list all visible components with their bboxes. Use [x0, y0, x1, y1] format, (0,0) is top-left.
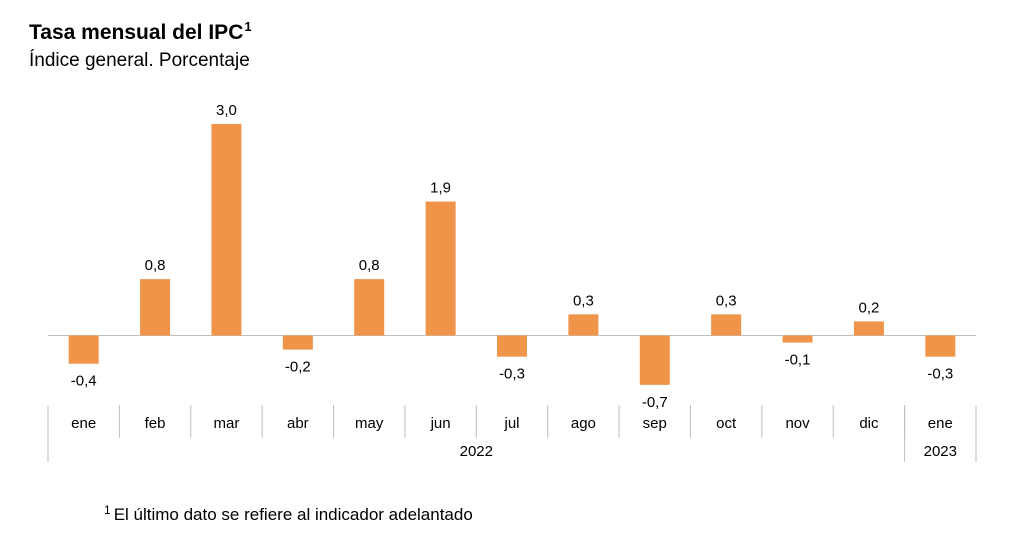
x-tick-label: nov — [785, 415, 810, 432]
x-tick-label: feb — [145, 415, 166, 432]
x-tick-label: may — [355, 415, 384, 432]
x-tick-label: sep — [643, 415, 667, 432]
title-footnote-mark: 1 — [244, 19, 252, 34]
chart-title: Tasa mensual del IPC1 — [29, 19, 252, 45]
x-tick-label: jun — [430, 415, 451, 432]
footnote-mark: 1 — [104, 503, 111, 517]
bar-chart: -0,4 0,8 3,0 -0,2 0,8 1,9 -0,3 0,3 -0,7 0,3 -0,1 0,… — [47, 102, 977, 462]
bar — [68, 335, 99, 364]
x-tick-label: dic — [859, 415, 879, 432]
bar — [639, 335, 670, 385]
data-label: 0,3 — [573, 292, 594, 309]
data-label: 0,8 — [359, 257, 380, 274]
x-tick-label: oct — [716, 415, 737, 432]
bar — [211, 124, 242, 336]
data-label: -0,1 — [785, 352, 811, 369]
data-label: 1,9 — [430, 180, 451, 197]
data-label: -0,3 — [927, 366, 953, 383]
bar — [925, 335, 956, 357]
footnote: 1 El último dato se refiere al indicador … — [104, 503, 473, 525]
data-label: -0,4 — [71, 373, 97, 390]
data-label: 0,2 — [858, 299, 879, 316]
x-tick-label: ene — [71, 415, 96, 432]
footnote-text: El último dato se refiere al indicador a… — [113, 505, 473, 524]
chart-title-text: Tasa mensual del IPC — [29, 21, 244, 44]
data-label: -0,2 — [285, 359, 311, 376]
year-group-label: 2023 — [924, 443, 957, 460]
chart-subtitle: Índice general. Porcentaje — [29, 50, 250, 71]
bar — [282, 335, 313, 350]
data-label: 0,3 — [716, 292, 737, 309]
year-group-label: 2022 — [460, 443, 493, 460]
data-label: -0,3 — [499, 366, 525, 383]
bar — [354, 279, 385, 336]
bar — [425, 201, 456, 336]
x-tick-label: mar — [214, 415, 240, 432]
bar — [782, 335, 813, 343]
data-label: 3,0 — [216, 102, 237, 119]
x-tick-label: ago — [571, 415, 596, 432]
x-tick-label: ene — [928, 415, 953, 432]
data-label: 0,8 — [145, 257, 166, 274]
data-label: -0,7 — [642, 394, 668, 411]
x-tick-label: jul — [503, 415, 519, 432]
bar — [568, 314, 599, 336]
bar — [711, 314, 742, 336]
bar — [853, 321, 884, 336]
x-tick-label: abr — [287, 415, 309, 432]
bar — [497, 335, 527, 357]
bar — [140, 279, 171, 336]
